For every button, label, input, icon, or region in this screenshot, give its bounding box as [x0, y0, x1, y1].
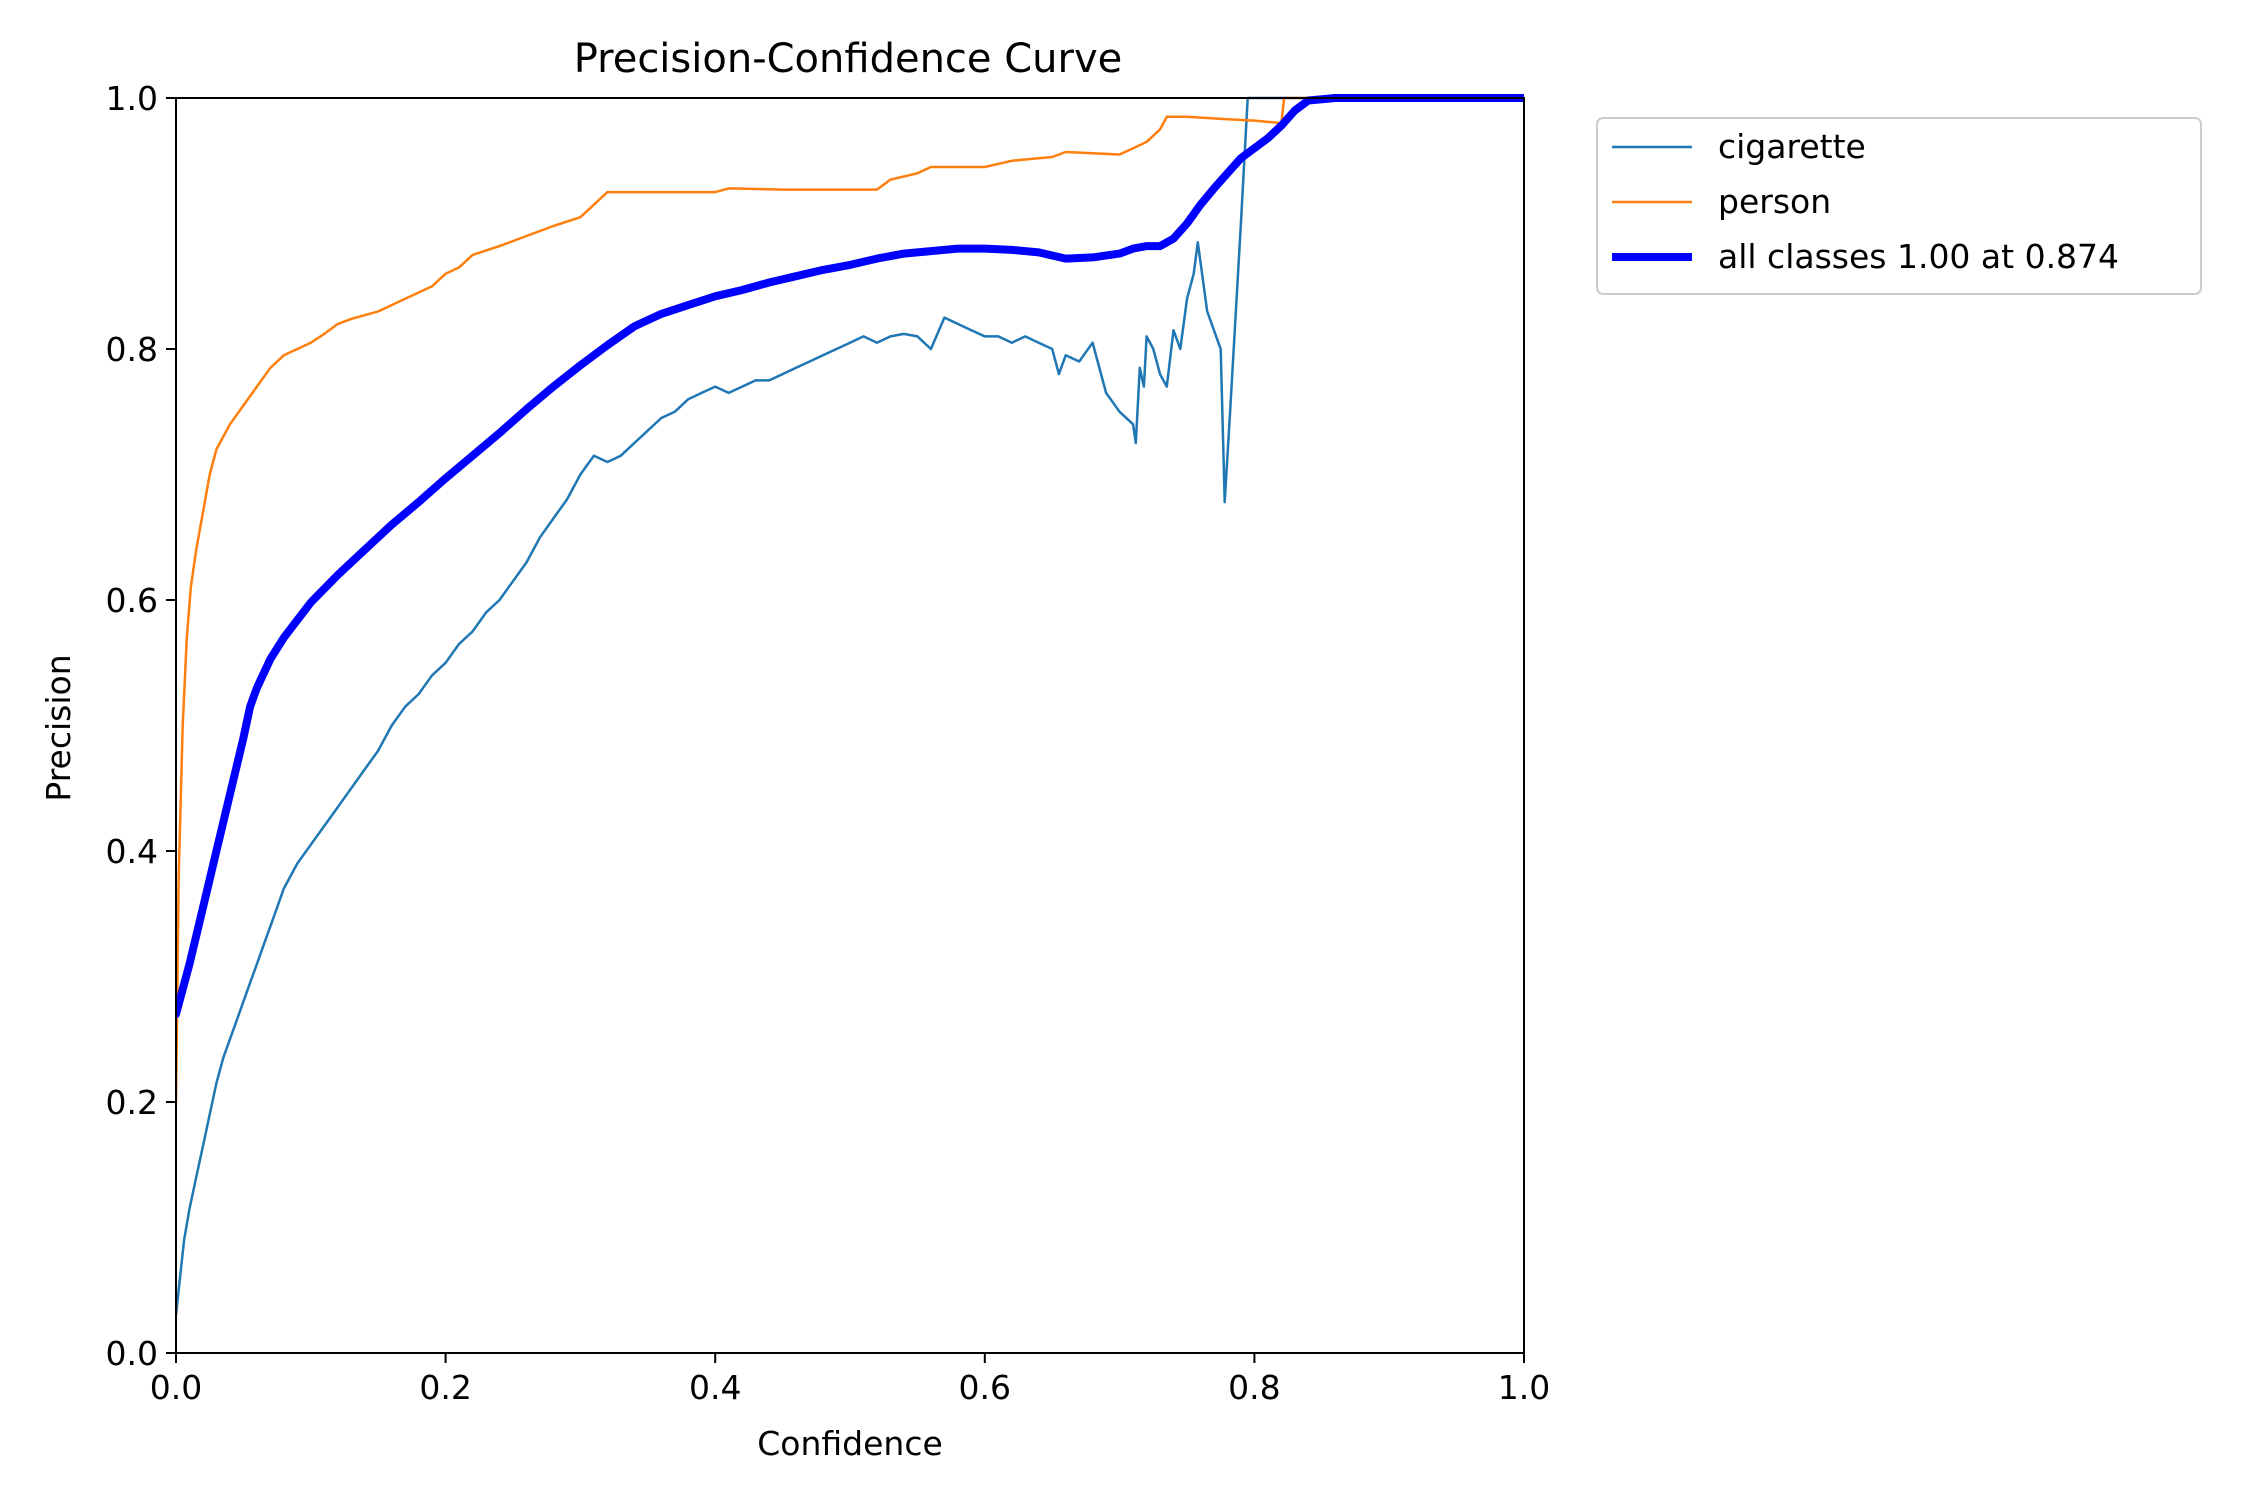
series-line-person: [176, 96, 1524, 1104]
x-axis-ticks: 0.0 0.2 0.4 0.6 0.8 1.0: [150, 1353, 1550, 1407]
legend-label-cigarette: cigarette: [1718, 127, 1866, 166]
chart-title: Precision-Confidence Curve: [574, 36, 1123, 82]
y-tick-label: 0.6: [106, 581, 158, 620]
x-tick-label: 0.2: [419, 1368, 471, 1407]
series-line-all-classes: [176, 94, 1524, 1019]
y-axis-ticks: 0.0 0.2 0.4 0.6 0.8 1.0: [106, 79, 176, 1373]
legend-label-all-classes: all classes 1.00 at 0.874: [1718, 237, 2119, 276]
y-tick-label: 0.8: [106, 330, 158, 369]
legend-label-person: person: [1718, 182, 1831, 221]
plot-frame: [175, 97, 1525, 1354]
x-tick-label: 0.4: [689, 1368, 741, 1407]
x-tick-label: 0.6: [959, 1368, 1011, 1407]
x-tick-label: 0.0: [150, 1368, 202, 1407]
y-tick-label: 0.0: [106, 1334, 158, 1373]
y-tick-label: 0.2: [106, 1083, 158, 1122]
plot-area: [175, 94, 1525, 1354]
series-line-cigarette: [176, 96, 1524, 1317]
y-tick-label: 0.4: [106, 832, 158, 871]
series-layer: [176, 94, 1524, 1317]
y-tick-label: 1.0: [106, 79, 158, 118]
plot-background: [176, 98, 1524, 1353]
y-axis-label: Precision: [39, 654, 78, 801]
legend: cigarette person all classes 1.00 at 0.8…: [1596, 117, 2202, 295]
x-axis-label: Confidence: [757, 1424, 943, 1463]
x-tick-label: 1.0: [1498, 1368, 1550, 1407]
x-tick-label: 0.8: [1228, 1368, 1280, 1407]
legend-frame: [1596, 117, 2202, 295]
